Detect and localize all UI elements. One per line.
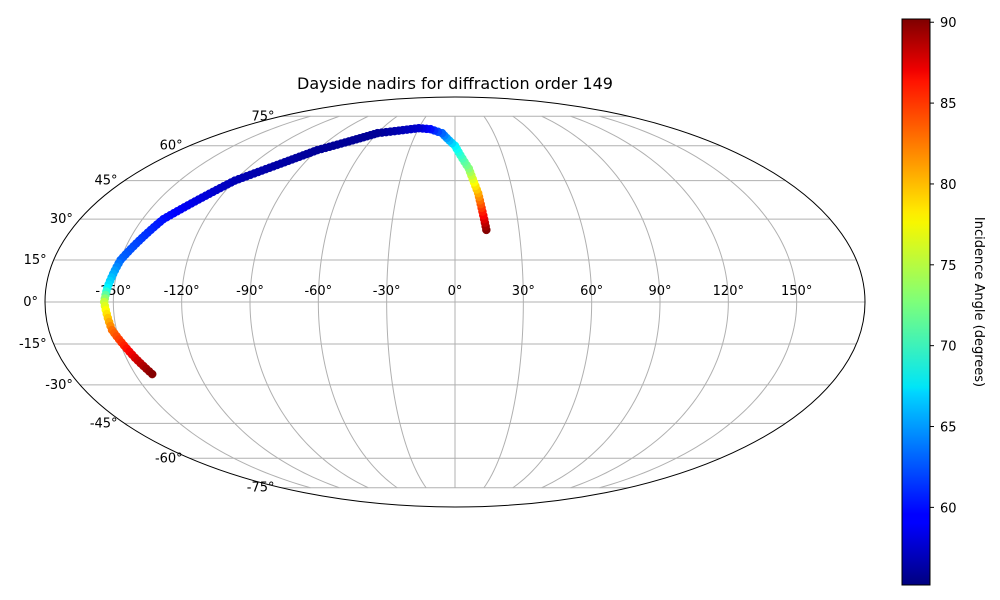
lat-tick-label: 0° — [23, 295, 38, 310]
lon-tick-label: -90° — [236, 284, 264, 299]
colorbar-tick-label: 65 — [940, 421, 957, 436]
lat-tick-label: 75° — [251, 109, 274, 124]
colorbar-tick-label: 70 — [940, 340, 957, 355]
lat-tick-label: 45° — [95, 174, 118, 189]
chart-title: Dayside nadirs for diffraction order 149 — [297, 74, 613, 93]
colorbar: 60 65 70 75 80 85 90 Incidence Angle (degrees) — [901, 16, 986, 586]
longitude-tick-labels: -150° -120° -90° -60° -30° 0° 30° 60° 90° 120° 150… — [95, 284, 812, 299]
lon-tick-label: -150° — [95, 284, 131, 299]
colorbar-tick-label: 80 — [940, 178, 957, 193]
colorbar-tick-label: 60 — [940, 501, 957, 516]
latitude-tick-labels: 75° 60° 45° 30° 15° 0° -15° -30° -45° -60° -75° — [19, 109, 275, 495]
lat-tick-label: 60° — [160, 139, 183, 154]
colorbar-tick-label: 85 — [940, 97, 957, 112]
lon-tick-label: 150° — [781, 284, 812, 299]
colorbar-tick-label: 90 — [940, 16, 957, 31]
lon-tick-label: 90° — [648, 284, 671, 299]
lon-tick-label: -30° — [373, 284, 401, 299]
lon-tick-label: 0° — [448, 284, 463, 299]
lon-tick-label: 60° — [580, 284, 603, 299]
lon-tick-label: -60° — [304, 284, 332, 299]
colorbar-ticks: 60 65 70 75 80 85 90 — [930, 16, 957, 516]
graticule — [45, 115, 865, 489]
lon-tick-label: 30° — [512, 284, 535, 299]
nadir-point — [147, 369, 157, 379]
lat-tick-label: 15° — [24, 253, 47, 268]
lat-tick-label: -15° — [19, 337, 47, 352]
colorbar-gradient — [901, 18, 931, 586]
lat-tick-label: -30° — [45, 378, 73, 393]
map-boundary — [44, 96, 866, 508]
lat-tick-label: -60° — [155, 451, 183, 466]
lat-tick-label: -75° — [247, 481, 275, 496]
lon-tick-label: 120° — [713, 284, 744, 299]
lon-tick-label: -120° — [164, 284, 200, 299]
nadir-points — [99, 123, 491, 379]
colorbar-tick-label: 75 — [940, 259, 957, 274]
lat-tick-label: 30° — [50, 212, 73, 227]
lat-tick-label: -45° — [90, 416, 118, 431]
colorbar-label: Incidence Angle (degrees) — [971, 217, 986, 387]
